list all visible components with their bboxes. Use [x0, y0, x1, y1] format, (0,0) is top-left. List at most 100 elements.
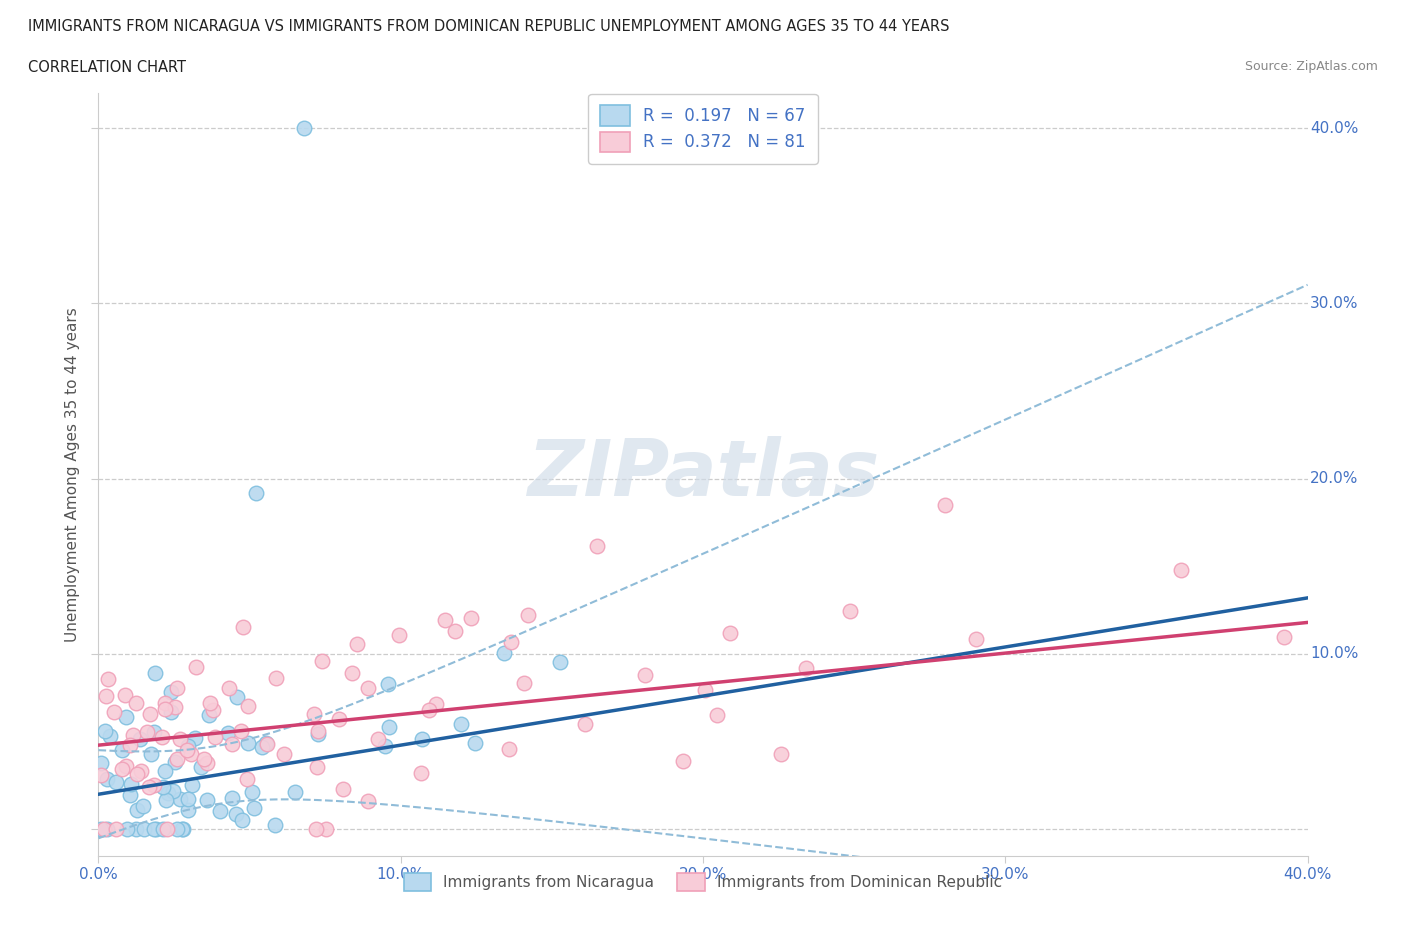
Y-axis label: Unemployment Among Ages 35 to 44 years: Unemployment Among Ages 35 to 44 years: [65, 307, 80, 642]
Point: [264, 817, 287, 832]
Point: [307, 726, 329, 741]
Point: [209, 804, 232, 818]
Point: [125, 766, 148, 781]
Point: [204, 730, 226, 745]
Point: [166, 822, 188, 837]
Point: [138, 779, 160, 794]
Point: [111, 762, 134, 777]
Point: [172, 822, 194, 837]
Point: [240, 785, 263, 800]
Text: ZIPatlas: ZIPatlas: [527, 436, 879, 512]
Point: [198, 696, 221, 711]
Point: [284, 785, 307, 800]
Point: [377, 677, 399, 692]
Point: [94, 688, 117, 703]
Point: [90, 756, 112, 771]
Text: CORRELATION CHART: CORRELATION CHART: [28, 60, 186, 75]
Point: [695, 683, 717, 698]
Point: [418, 702, 440, 717]
Text: 20.0%: 20.0%: [1310, 472, 1358, 486]
Point: [304, 707, 326, 722]
Point: [96, 822, 118, 837]
Point: [97, 671, 120, 686]
Point: [221, 737, 243, 751]
Point: [155, 696, 177, 711]
Point: [273, 747, 295, 762]
Point: [162, 783, 184, 798]
Point: [166, 751, 188, 766]
Point: [516, 607, 538, 622]
Point: [143, 777, 166, 792]
Point: [266, 671, 288, 686]
Point: [111, 742, 134, 757]
Point: [346, 636, 368, 651]
Point: [770, 747, 793, 762]
Point: [128, 731, 150, 746]
Point: [181, 777, 204, 792]
Point: [311, 653, 333, 668]
Point: [142, 724, 165, 739]
Point: [307, 759, 329, 774]
Point: [155, 701, 177, 716]
Point: [357, 793, 380, 808]
Point: [243, 801, 266, 816]
Text: 30.0%: 30.0%: [1310, 296, 1358, 311]
Point: [177, 738, 200, 753]
Point: [157, 786, 180, 801]
Point: [132, 822, 155, 837]
Point: [177, 803, 200, 817]
Point: [411, 732, 433, 747]
Point: [492, 645, 515, 660]
Point: [634, 668, 657, 683]
Point: [96, 771, 118, 786]
Point: [585, 538, 607, 553]
Point: [190, 760, 212, 775]
Point: [120, 787, 142, 802]
Point: [103, 705, 125, 720]
Point: [169, 791, 191, 806]
Point: [217, 725, 239, 740]
Point: [160, 684, 183, 699]
Point: [250, 739, 273, 754]
Point: [307, 724, 329, 738]
Point: [305, 822, 328, 837]
Point: [129, 764, 152, 778]
Point: [115, 710, 138, 724]
Point: [193, 751, 215, 766]
Point: [172, 822, 194, 837]
Point: [388, 628, 411, 643]
Point: [965, 631, 987, 646]
Point: [292, 121, 315, 136]
Point: [332, 781, 354, 796]
Point: [122, 727, 145, 742]
Point: [105, 822, 128, 837]
Point: [460, 611, 482, 626]
Point: [218, 681, 240, 696]
Point: [236, 772, 259, 787]
Point: [94, 724, 117, 738]
Point: [155, 792, 177, 807]
Point: [143, 665, 166, 680]
Text: 10.0%: 10.0%: [1310, 646, 1358, 661]
Text: IMMIGRANTS FROM NICARAGUA VS IMMIGRANTS FROM DOMINICAN REPUBLIC UNEMPLOYMENT AMO: IMMIGRANTS FROM NICARAGUA VS IMMIGRANTS …: [28, 19, 949, 33]
Point: [934, 498, 956, 512]
Point: [706, 708, 728, 723]
Point: [315, 822, 337, 837]
Point: [169, 732, 191, 747]
Point: [464, 736, 486, 751]
Point: [256, 737, 278, 751]
Point: [176, 743, 198, 758]
Point: [1170, 562, 1192, 577]
Point: [195, 792, 218, 807]
Point: [183, 731, 205, 746]
Point: [374, 738, 396, 753]
Point: [120, 777, 142, 791]
Point: [125, 695, 148, 710]
Point: [238, 698, 260, 713]
Point: [342, 666, 364, 681]
Point: [145, 822, 167, 837]
Point: [229, 724, 252, 738]
Point: [152, 822, 174, 837]
Point: [98, 729, 121, 744]
Point: [93, 822, 115, 837]
